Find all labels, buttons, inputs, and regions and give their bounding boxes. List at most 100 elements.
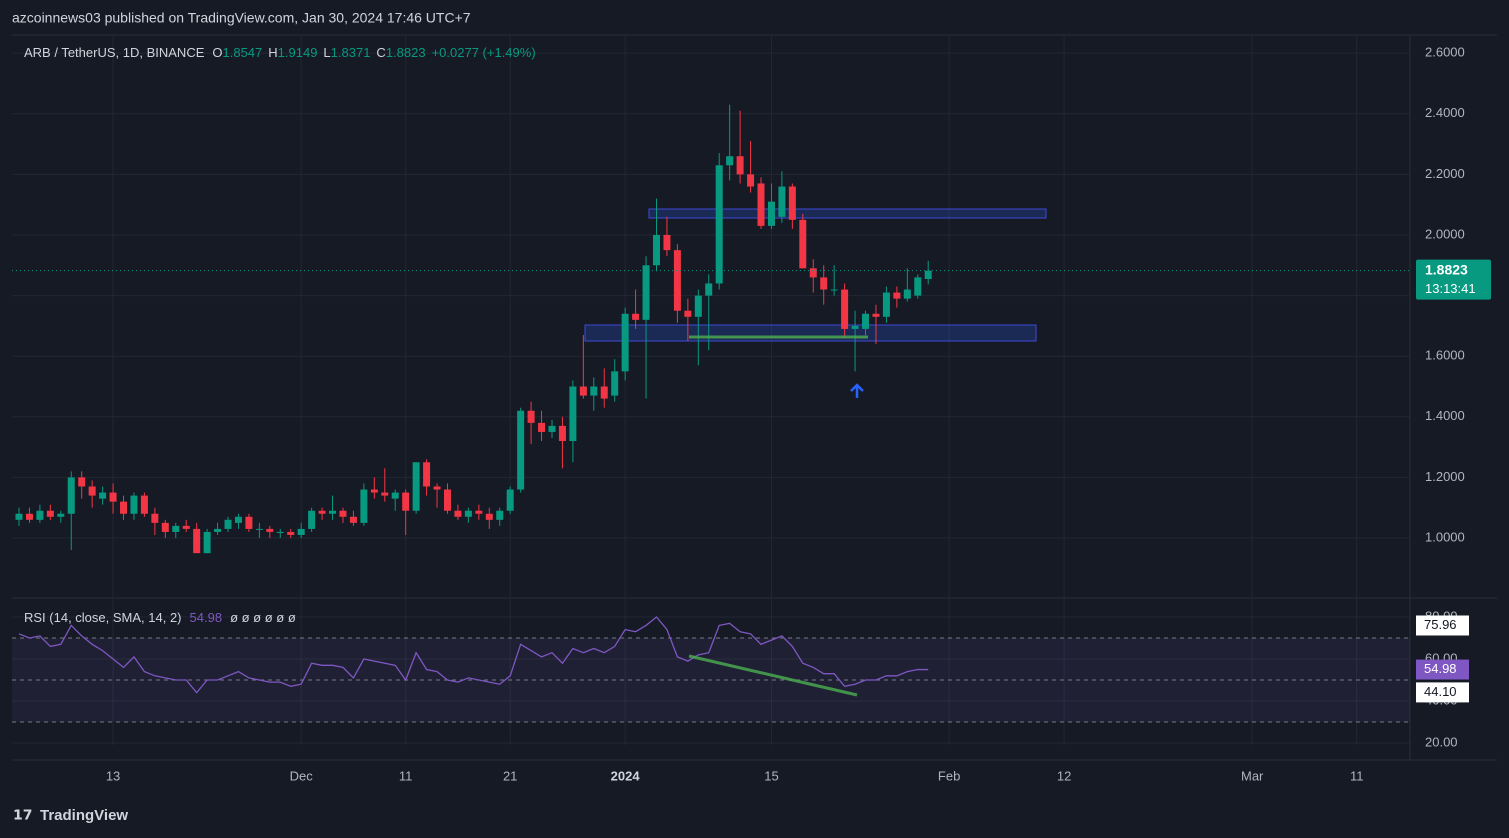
candle-body	[496, 510, 504, 520]
candle-body	[412, 462, 420, 511]
candle-body	[715, 165, 723, 284]
candle-body	[25, 513, 33, 520]
candle-body	[381, 492, 389, 496]
candle-body	[757, 183, 765, 226]
candle-body	[214, 528, 222, 532]
candle-body	[705, 283, 713, 296]
y-tick-label: 2.4000	[1425, 105, 1465, 120]
candle-body	[391, 492, 399, 499]
candle-body	[830, 289, 838, 291]
candle-body	[36, 510, 44, 520]
candle-body	[632, 313, 640, 320]
candle-body	[454, 510, 462, 517]
candle-body	[234, 516, 242, 523]
candle-body	[57, 513, 65, 517]
candle-body	[642, 265, 650, 320]
ohlc-legend: ARB / TetherUS, 1D, BINANCE O1.8547 H1.914…	[24, 45, 536, 60]
candle-body	[339, 510, 347, 517]
candle-body	[172, 525, 180, 532]
support-zone	[584, 324, 1037, 342]
x-tick-label: 12	[1057, 768, 1071, 783]
legend-part: O	[212, 45, 222, 60]
countdown: 13:13:41	[1425, 281, 1476, 296]
rsi-band-label-box	[1416, 615, 1469, 636]
candle-body	[726, 156, 734, 166]
legend-part: 54.98	[190, 610, 223, 625]
x-tick-label: Dec	[290, 768, 314, 783]
candle-body	[287, 531, 295, 535]
candle-body	[67, 477, 75, 514]
candle-body	[78, 477, 86, 487]
candle-body	[673, 250, 681, 311]
candle-body	[882, 292, 890, 317]
candle-body	[485, 513, 493, 520]
candle-body	[423, 462, 431, 487]
y-tick-label: 1.0000	[1425, 529, 1465, 544]
candle-body	[433, 486, 441, 490]
candle-body	[600, 386, 608, 399]
y-tick-label: 2.6000	[1425, 45, 1465, 60]
candle-body	[548, 425, 556, 432]
candle-body	[15, 513, 23, 520]
candle-body	[475, 510, 483, 514]
x-tick-label: Mar	[1241, 768, 1264, 783]
price-label: 1.8823	[1425, 261, 1468, 277]
candle-body	[767, 201, 775, 226]
candle-body	[46, 510, 54, 517]
candle-body	[109, 492, 117, 502]
candle-body	[349, 516, 357, 523]
candle-body	[788, 186, 796, 220]
candle-body	[161, 522, 169, 532]
rsi-value-label: 54.98	[1424, 661, 1457, 676]
candle-body	[694, 295, 702, 317]
x-tick-label: 13	[106, 768, 120, 783]
labels: 13 Dec 11 21 2024 15 Feb 12 Mar 11 1.0000 1.2000 1.4…	[24, 45, 1491, 783]
candle-body	[370, 489, 378, 493]
y-tick-label: 2.0000	[1425, 226, 1465, 241]
legend-part: 1.9149	[278, 45, 318, 60]
candle-body	[245, 516, 253, 529]
candle-body	[318, 510, 326, 514]
candle-body	[579, 386, 587, 396]
candle-body	[443, 489, 451, 511]
x-tick-label: 15	[764, 768, 778, 783]
x-tick-label: Feb	[938, 768, 960, 783]
candle-body	[747, 174, 755, 187]
candle-body	[914, 277, 922, 296]
candle-body	[402, 492, 410, 511]
y-tick-label: 2.2000	[1425, 166, 1465, 181]
resistance-zone	[648, 208, 1047, 219]
legend-part: L	[323, 45, 330, 60]
candle-body	[140, 495, 148, 514]
x-tick-label: 2024	[611, 768, 641, 783]
candle-body	[203, 531, 211, 554]
candle-body	[329, 510, 337, 514]
candle-body	[872, 313, 880, 317]
candle-body	[182, 525, 190, 529]
candle-body	[130, 495, 138, 514]
legend-part: 1.8823	[386, 45, 426, 60]
candle-body	[684, 310, 692, 317]
candle-body	[590, 386, 598, 396]
candle-body	[924, 270, 932, 280]
candle-body	[621, 313, 629, 372]
candle-body	[527, 410, 535, 423]
candle-body	[99, 492, 107, 499]
x-tick-label: 11	[399, 768, 413, 783]
rsi-tick-label: 20.00	[1425, 734, 1458, 749]
candle-body	[506, 489, 514, 511]
x-tick-label: 21	[503, 768, 517, 783]
rsi-band-label: 75.96	[1424, 617, 1457, 632]
candle-body	[652, 234, 660, 266]
candle-body	[862, 313, 870, 329]
x-tick-label: 11	[1350, 768, 1364, 783]
candle-body	[611, 371, 619, 396]
candle-body	[255, 528, 263, 530]
candle-body	[151, 513, 159, 523]
candle-body	[308, 510, 316, 529]
legend-part: +0.0277 (+1.49%)	[432, 45, 536, 60]
candle-body	[266, 528, 274, 532]
candle-body	[903, 289, 911, 299]
